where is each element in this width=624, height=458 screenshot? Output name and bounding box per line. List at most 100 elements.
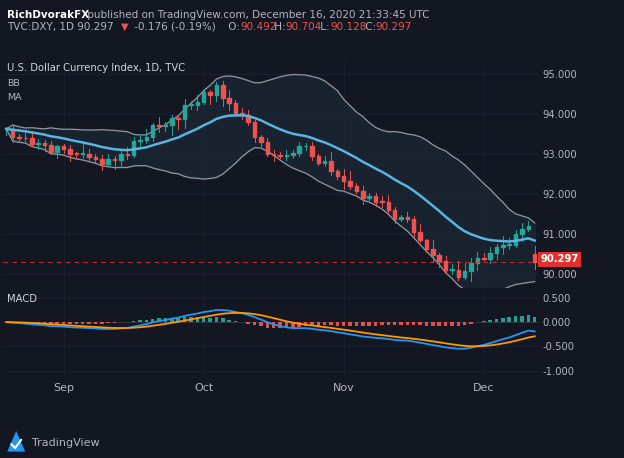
Bar xyxy=(354,322,358,326)
Bar xyxy=(291,153,295,155)
Bar xyxy=(68,149,72,154)
Bar xyxy=(202,92,205,102)
Bar xyxy=(482,258,485,259)
Bar xyxy=(348,180,352,186)
Bar xyxy=(183,317,187,322)
Bar xyxy=(62,147,66,149)
Bar xyxy=(425,322,428,326)
Bar xyxy=(189,317,193,322)
Bar xyxy=(412,322,416,325)
Text: U.S. Dollar Currency Index, 1D, TVC: U.S. Dollar Currency Index, 1D, TVC xyxy=(7,63,185,73)
Bar xyxy=(107,322,110,323)
Bar xyxy=(30,322,34,323)
Bar xyxy=(139,140,142,141)
Text: MACD: MACD xyxy=(7,294,37,304)
Bar xyxy=(329,322,333,325)
Bar xyxy=(240,113,243,114)
Bar xyxy=(234,321,237,322)
Bar xyxy=(469,322,473,323)
Bar xyxy=(87,322,91,324)
Bar xyxy=(285,155,288,156)
Bar xyxy=(304,322,307,326)
Bar xyxy=(253,122,256,137)
Text: 90.297: 90.297 xyxy=(540,254,579,264)
Bar xyxy=(495,247,498,253)
Bar xyxy=(266,142,269,154)
Bar xyxy=(272,322,275,328)
Bar xyxy=(418,232,422,240)
Bar xyxy=(36,143,40,144)
Bar xyxy=(17,322,21,323)
Bar xyxy=(316,322,320,326)
Bar xyxy=(342,176,346,180)
Bar xyxy=(412,218,416,232)
Bar xyxy=(520,316,524,322)
Bar xyxy=(215,85,218,95)
Bar xyxy=(278,322,282,328)
Bar xyxy=(227,320,231,322)
Bar xyxy=(272,154,275,155)
Bar xyxy=(495,319,498,322)
Bar xyxy=(418,322,422,325)
Bar xyxy=(329,161,333,171)
Bar xyxy=(221,85,225,98)
Bar xyxy=(43,143,46,145)
Bar xyxy=(4,128,8,129)
Bar xyxy=(259,322,263,327)
Bar xyxy=(208,92,212,95)
Text: C:: C: xyxy=(362,22,376,32)
Bar xyxy=(501,318,505,322)
Bar xyxy=(221,318,225,322)
Bar xyxy=(132,141,135,154)
Bar xyxy=(157,318,161,322)
Bar xyxy=(374,322,378,326)
Bar xyxy=(215,317,218,322)
Text: 90.704: 90.704 xyxy=(286,22,322,32)
Bar xyxy=(386,322,390,325)
Bar xyxy=(298,322,301,327)
Bar xyxy=(310,322,314,326)
Bar xyxy=(11,129,14,137)
Bar xyxy=(368,196,371,198)
Bar xyxy=(36,322,40,323)
Bar xyxy=(145,137,148,140)
Bar xyxy=(195,317,199,322)
Bar xyxy=(285,322,288,328)
Bar xyxy=(234,103,237,113)
Bar xyxy=(170,118,173,125)
Bar xyxy=(94,158,97,159)
Bar xyxy=(399,322,402,325)
Bar xyxy=(100,159,104,164)
Bar xyxy=(386,202,390,210)
Bar xyxy=(450,322,454,326)
Bar xyxy=(374,196,378,202)
Bar xyxy=(81,153,84,154)
Bar xyxy=(489,253,492,259)
Bar xyxy=(202,317,205,322)
Bar xyxy=(56,147,59,152)
Bar xyxy=(533,317,537,322)
Bar xyxy=(24,137,27,138)
Bar xyxy=(24,322,27,323)
Bar xyxy=(298,147,301,153)
Bar xyxy=(75,153,78,154)
Bar xyxy=(195,102,199,105)
Bar xyxy=(278,155,282,156)
Text: -0.176 (-0.19%): -0.176 (-0.19%) xyxy=(131,22,216,32)
Bar xyxy=(157,125,161,126)
Bar xyxy=(151,319,155,322)
Text: H:: H: xyxy=(271,22,286,32)
Bar xyxy=(87,154,91,158)
Bar xyxy=(348,322,352,326)
Text: BB: BB xyxy=(7,79,20,88)
Bar xyxy=(450,269,454,270)
Bar xyxy=(425,240,428,249)
Bar xyxy=(145,320,148,322)
Bar xyxy=(291,322,295,327)
Bar xyxy=(310,146,314,156)
Bar xyxy=(304,146,307,147)
Text: TVC:DXY, 1D 90.297: TVC:DXY, 1D 90.297 xyxy=(7,22,117,32)
Bar xyxy=(469,263,473,271)
Bar xyxy=(100,322,104,324)
Bar xyxy=(43,322,46,324)
